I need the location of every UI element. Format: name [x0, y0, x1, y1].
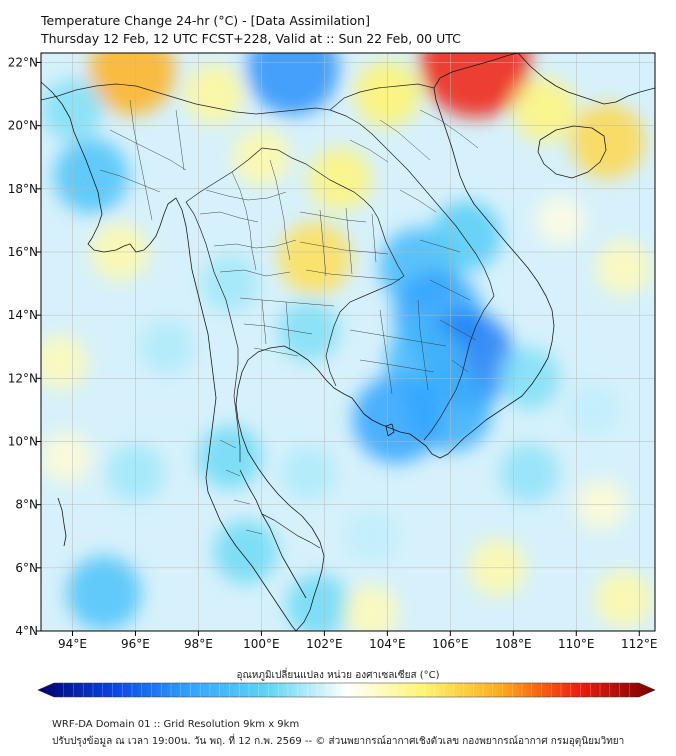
model-info: WRF-DA Domain 01 :: Grid Resolution 9km … — [52, 719, 300, 730]
field-blob-26 — [213, 520, 278, 584]
plot-frame — [40, 52, 656, 632]
map-subtitle: Thursday 12 Feb, 12 UTC FCST+228, Valid … — [41, 31, 461, 46]
field-blob-5 — [512, 77, 577, 142]
lat-tick-label-1: 20°N — [8, 119, 38, 133]
lat-tick-label-8: 6°N — [15, 561, 38, 575]
coast-andaman-islands — [57, 497, 67, 547]
lon-tick-label-2: 98°E — [184, 637, 213, 651]
lon-tick-label-1: 96°E — [121, 637, 150, 651]
border-myanmar-thailand — [185, 201, 241, 462]
latitude-axis: 22°N 20°N 18°N 16°N 14°N 12°N 10°N 8°N 6°N 4°N — [8, 55, 38, 638]
field-blob-22 — [139, 319, 195, 375]
colorbar-label: อุณหภูมิเปลี่ยนแปลง หน่วย องศาเซลเซียส (… — [236, 670, 440, 681]
field-blob-34 — [594, 570, 653, 629]
field-blob-36 — [596, 240, 652, 296]
field-blob-38 — [41, 431, 92, 483]
field-blob-37 — [41, 335, 88, 391]
lon-tick-label-9: 112°E — [621, 637, 658, 651]
lon-tick-label-0: 94°E — [58, 637, 87, 651]
lon-tick-label-5: 104°E — [369, 637, 406, 651]
plot-area — [41, 53, 655, 631]
coastlines — [41, 53, 655, 631]
border-thailand-cambodia — [325, 275, 405, 387]
lat-tick-label-2: 18°N — [8, 182, 38, 196]
colorbar-bar — [37, 682, 656, 698]
field-blob-39 — [536, 196, 585, 245]
province-lines-north — [199, 159, 297, 277]
colorbar-segments — [63, 683, 630, 697]
coast-malay-peninsula — [239, 469, 307, 599]
border-thailand-malaysia — [261, 513, 321, 549]
graticule — [41, 53, 655, 631]
province-lines-laos-vietnam — [349, 109, 479, 373]
field-blob-21 — [201, 254, 259, 313]
colorbar: -4-3-2-101234 — [37, 682, 656, 698]
map-title: Temperature Change 24-hr (°C) - [Data As… — [41, 13, 370, 28]
field-blob-20 — [277, 300, 340, 362]
lat-tick-label-0: 22°N — [8, 55, 38, 69]
field-blob-35 — [344, 584, 400, 631]
field-blob-10 — [53, 138, 129, 214]
border-thailand-laos — [261, 147, 405, 277]
coast-bay-of-bengal — [41, 81, 297, 631]
coast-gulf-of-thailand — [235, 53, 555, 631]
coast-south-china — [517, 53, 655, 105]
lon-tick-label-6: 106°E — [432, 637, 469, 651]
border-china-myanmar — [41, 83, 331, 115]
field-blob-4 — [184, 64, 244, 124]
province-lines-myanmar — [99, 99, 187, 221]
country-borders — [41, 83, 495, 549]
field-blob-9 — [278, 222, 352, 295]
field-blob-40 — [281, 445, 337, 501]
province-lines-south — [219, 439, 263, 535]
field-blob-7 — [308, 147, 373, 212]
lon-tick-label-4: 102°E — [306, 637, 343, 651]
update-credit: ปรับปรุงข้อมูล ณ เวลา 19:00น. วัน พฤ. ที… — [52, 736, 625, 747]
lon-tick-label-3: 100°E — [243, 637, 280, 651]
border-laos-vietnam — [329, 109, 495, 297]
border-cambodia-vietnam — [423, 295, 495, 441]
province-lines-northeast — [299, 207, 401, 281]
field-blob-30 — [499, 443, 559, 503]
lat-tick-label-3: 16°N — [8, 245, 38, 259]
field-blob-25 — [66, 555, 142, 631]
lat-tick-label-9: 4°N — [15, 624, 38, 638]
field-blob-28 — [345, 509, 399, 563]
field-blob-24 — [198, 425, 262, 490]
border-thailand-north — [185, 147, 263, 203]
field-blob-31 — [565, 383, 619, 437]
lat-tick-label-5: 12°N — [8, 371, 38, 385]
coast-phu-quoc — [385, 423, 395, 437]
longitude-axis: 94°E 96°E 98°E 100°E 102°E 104°E 106°E 108°E 110… — [58, 637, 657, 651]
lon-tick-label-8: 110°E — [558, 637, 595, 651]
temperature-change-map: 94°E 96°E 98°E 100°E 102°E 104°E 106°E 108°E 110… — [8, 52, 658, 698]
province-lines-central — [239, 297, 335, 357]
field-blob-0 — [89, 53, 176, 115]
field-blob-2 — [420, 53, 531, 118]
field-blob-1 — [246, 53, 340, 115]
lon-tick-label-7: 108°E — [495, 637, 532, 651]
coast-hainan — [537, 125, 607, 179]
lat-tick-label-7: 8°N — [15, 498, 38, 512]
lat-tick-label-4: 14°N — [8, 308, 38, 322]
province-borders — [99, 99, 479, 535]
province-lines-cambodia — [349, 299, 447, 395]
border-china-laos-vietnam — [329, 83, 435, 111]
field-blob-19 — [430, 200, 502, 272]
axis-ticks — [36, 61, 640, 636]
lat-tick-label-6: 10°N — [8, 434, 38, 448]
field-blob-6 — [570, 104, 646, 179]
field-blob-27 — [286, 573, 350, 631]
